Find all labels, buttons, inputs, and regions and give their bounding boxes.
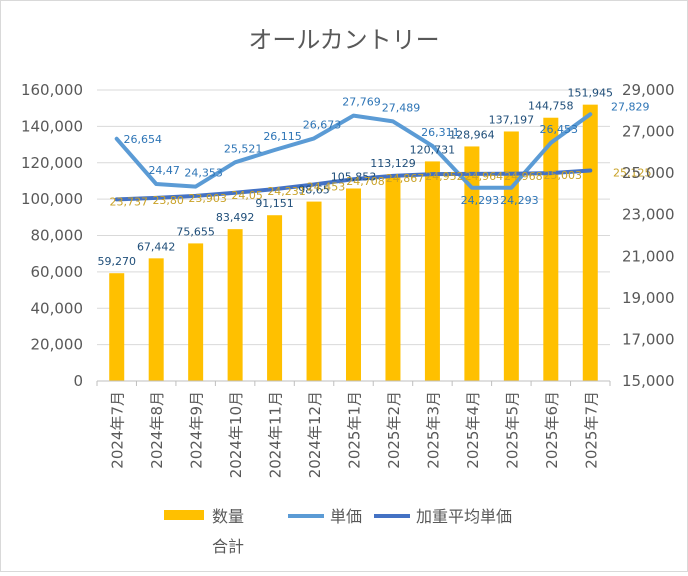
bar-数量: [543, 117, 559, 382]
x-tick-label: 2024年12月: [306, 391, 324, 478]
y-left-tick-label: 20,000: [31, 336, 84, 354]
legend-swatch: [164, 510, 204, 520]
bar-数量: [385, 175, 401, 381]
y-right-tick-label: 15,000: [622, 372, 675, 390]
x-tick-label: 2025年3月: [424, 391, 442, 469]
x-tick-label: 2025年1月: [346, 391, 364, 469]
data-label: 25,125: [613, 167, 652, 180]
data-label: 24,708: [346, 175, 385, 188]
data-label: 144,758: [528, 100, 574, 113]
data-label: 128,964: [449, 128, 495, 141]
legend-label: 単価: [330, 507, 362, 526]
data-label: 23,80: [152, 194, 184, 207]
data-label: 24,968: [504, 170, 543, 183]
data-label: 24,964: [465, 170, 504, 183]
bar-数量: [582, 104, 598, 382]
y-right-tick-label: 27,000: [622, 123, 675, 141]
data-label: 113,129: [370, 157, 416, 170]
y-left-tick-label: 140,000: [21, 117, 83, 135]
x-tick-label: 2025年4月: [464, 391, 482, 469]
y-left-tick-label: 0: [73, 372, 83, 390]
data-label: 26,115: [263, 130, 302, 143]
data-label: 59,270: [97, 255, 136, 268]
bar-数量: [227, 229, 243, 381]
x-tick-label: 2024年8月: [148, 391, 166, 469]
data-label: 24,952: [425, 170, 464, 183]
data-label: 25,521: [224, 142, 263, 155]
data-label: 23,737: [109, 195, 148, 208]
bars-layer: [109, 104, 598, 382]
y-left-tick-label: 120,000: [21, 154, 83, 172]
bar-数量: [424, 161, 440, 381]
bar-数量: [267, 215, 283, 381]
x-tick-label: 2024年10月: [227, 391, 245, 478]
data-label: 24,867: [386, 172, 425, 185]
data-label: 67,442: [137, 240, 176, 253]
data-label: 120,731: [410, 143, 456, 156]
lines-layer: [114, 112, 593, 202]
data-label: 24,353: [184, 167, 223, 180]
x-tick-label: 2025年6月: [543, 391, 561, 469]
x-tick-label: 2025年5月: [503, 391, 521, 469]
data-label: 151,945: [568, 87, 614, 100]
legend-label: 加重平均単価: [416, 507, 512, 526]
data-label: 98,65: [298, 184, 330, 197]
data-label: 27,489: [382, 101, 421, 114]
bar-数量: [346, 188, 361, 381]
data-label: 23,903: [188, 192, 227, 205]
data-label: 75,655: [176, 225, 215, 238]
data-label: 137,197: [489, 113, 535, 126]
y-right-tick-label: 23,000: [622, 206, 675, 224]
x-tick-label: 2024年7月: [109, 391, 127, 469]
data-label: 26,453: [540, 123, 579, 136]
x-tick-label: 2024年9月: [188, 391, 206, 469]
bar-数量: [188, 243, 204, 381]
data-label: 83,492: [216, 211, 255, 224]
line-加重平均単価: [114, 168, 593, 202]
bar-数量: [109, 273, 125, 381]
y-left-tick-label: 80,000: [31, 227, 84, 245]
data-label: 24,293: [461, 194, 500, 207]
x-tick-label: 2025年2月: [385, 391, 403, 469]
data-label: 25,003: [544, 169, 583, 182]
y-right-tick-label: 17,000: [622, 330, 675, 348]
data-label: 27,769: [342, 96, 381, 109]
data-label: 91,151: [255, 197, 294, 210]
data-label: 24,05: [231, 189, 263, 202]
legend-label-extra: 合計: [212, 537, 244, 556]
line-単価: [114, 112, 593, 190]
y-right-tick-label: 21,000: [622, 247, 675, 265]
bar-数量: [306, 201, 322, 381]
y-left-tick-label: 40,000: [31, 299, 84, 317]
x-tick-label: 2025年7月: [582, 391, 600, 469]
data-label: 24,453: [307, 181, 346, 194]
axes-layer: 0 20,000 40,000 60,000 80,000 100,000 120,000 1…: [21, 81, 675, 478]
data-label: 26,654: [123, 133, 162, 146]
data-label: 26,311: [421, 126, 460, 139]
y-right-tick-label: 29,000: [622, 81, 675, 99]
x-tick-label: 2024年11月: [267, 391, 285, 478]
bar-数量: [464, 146, 480, 381]
data-label: 27,829: [611, 100, 650, 113]
data-label: 24,293: [500, 194, 539, 207]
y-left-tick-label: 160,000: [21, 81, 83, 99]
y-left-tick-label: 100,000: [21, 190, 83, 208]
legend-label: 数量: [212, 507, 244, 526]
y-right-tick-label: 19,000: [622, 289, 675, 307]
data-label: 26,673: [303, 118, 342, 131]
bar-数量: [148, 258, 164, 381]
y-left-tick-label: 60,000: [31, 263, 84, 281]
data-label: 24,231: [267, 185, 306, 198]
data-label: 105,853: [331, 170, 377, 183]
y-right-tick-label: 25,000: [622, 164, 675, 182]
bar-数量: [503, 131, 519, 381]
data-label: 24,47: [148, 164, 180, 177]
chart-title: オールカントリー: [248, 26, 439, 54]
